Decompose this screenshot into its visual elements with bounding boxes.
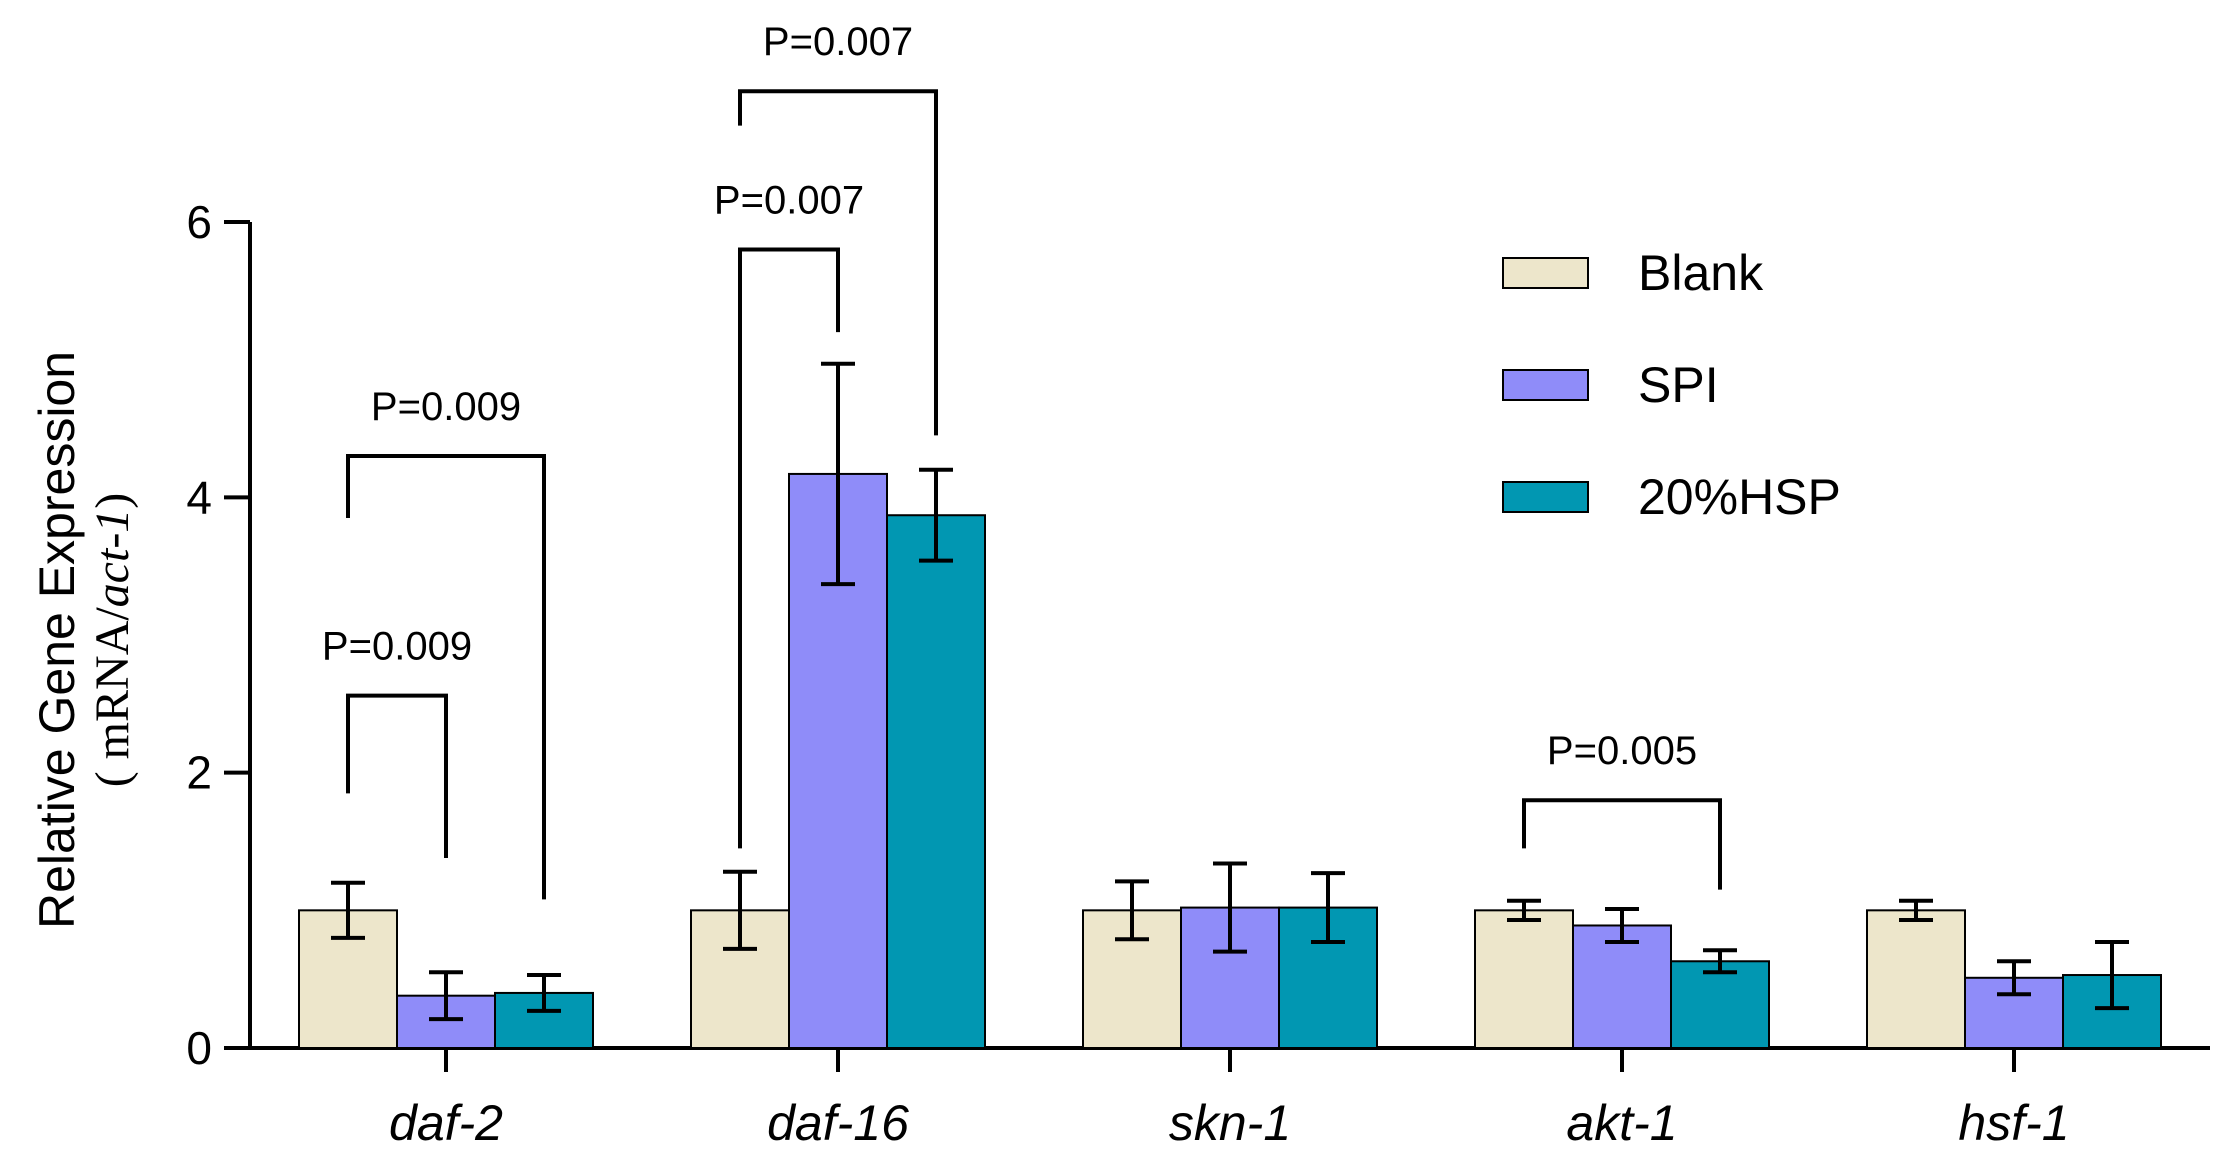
y-axis-title-line2-gene: act-1 — [86, 509, 139, 608]
significance-bracket — [346, 454, 546, 900]
legend-swatch-Blank — [1502, 257, 1589, 289]
error-bar-skn-1-20%HSP — [1311, 871, 1345, 944]
error-bar-skn-1-Blank — [1115, 879, 1149, 942]
significance-bracket — [738, 89, 938, 436]
x-tick-label-daf-16: daf-16 — [767, 1095, 909, 1151]
y-axis-title: Relative Gene Expression ( mRNA/act-1) — [29, 351, 139, 929]
bar-akt-1-SPI — [1572, 924, 1672, 1050]
significance-annotations: P=0.009 P=0.009 P=0.007 P=0.007 P=0.005 — [322, 20, 1722, 900]
legend: Blank SPI 20%HSP — [1502, 245, 1841, 525]
p-value-label: P=0.005 — [1547, 729, 1697, 773]
x-tick-label-hsf-1: hsf-1 — [1958, 1095, 2069, 1151]
bar-akt-1-Blank — [1474, 909, 1574, 1049]
legend-label-20%HSP: 20%HSP — [1638, 469, 1841, 525]
error-bar-daf-2-SPI — [429, 970, 463, 1022]
p-value-label: P=0.007 — [763, 20, 913, 64]
significance-bracket — [738, 247, 840, 849]
error-bars — [331, 361, 2129, 1022]
y-tick-label: 2 — [186, 747, 212, 799]
error-bar-daf-16-SPI — [821, 361, 855, 587]
legend-swatch-20%HSP — [1502, 481, 1589, 513]
p-value-label: P=0.007 — [714, 179, 864, 223]
error-bar-akt-1-20%HSP — [1703, 948, 1737, 975]
error-bar-daf-16-Blank — [723, 869, 757, 951]
error-bar-akt-1-Blank — [1507, 898, 1541, 922]
significance-bracket — [1522, 798, 1722, 890]
bar-hsf-1-Blank — [1866, 909, 1966, 1049]
error-bar-daf-2-20%HSP — [527, 973, 561, 1013]
legend-swatch-SPI — [1502, 369, 1589, 401]
y-axis-title-line2: ( mRNA/act-1) — [86, 493, 139, 788]
error-bar-hsf-1-20%HSP — [2095, 939, 2129, 1011]
x-tick-label-daf-2: daf-2 — [389, 1095, 503, 1151]
error-bar-hsf-1-Blank — [1899, 898, 1933, 922]
y-tick-label: 0 — [186, 1022, 212, 1074]
y-axis-title-line1: Relative Gene Expression — [29, 351, 85, 929]
y-tick-label: 4 — [186, 471, 212, 523]
p-value-label: P=0.009 — [371, 385, 521, 429]
y-tick-label: 6 — [186, 196, 212, 248]
error-bar-daf-2-Blank — [331, 880, 365, 940]
y-axis-title-line2-prefix: ( mRNA/ — [86, 607, 139, 788]
bar-daf-16-20%HSP — [886, 514, 986, 1049]
error-bar-skn-1-SPI — [1213, 861, 1247, 954]
y-axis-title-line2-suffix: ) — [86, 493, 139, 509]
x-tick-label-skn-1: skn-1 — [1169, 1095, 1291, 1151]
error-bar-akt-1-SPI — [1605, 906, 1639, 944]
legend-label-SPI: SPI — [1638, 357, 1719, 413]
x-tick-label-akt-1: akt-1 — [1566, 1095, 1677, 1151]
legend-label-Blank: Blank — [1638, 245, 1764, 301]
error-bar-hsf-1-SPI — [1997, 959, 2031, 997]
significance-bracket — [346, 693, 448, 859]
error-bar-daf-16-20%HSP — [919, 467, 953, 563]
bars — [298, 472, 2162, 1050]
p-value-label: P=0.009 — [322, 625, 472, 669]
bar-akt-1-20%HSP — [1670, 960, 1770, 1050]
